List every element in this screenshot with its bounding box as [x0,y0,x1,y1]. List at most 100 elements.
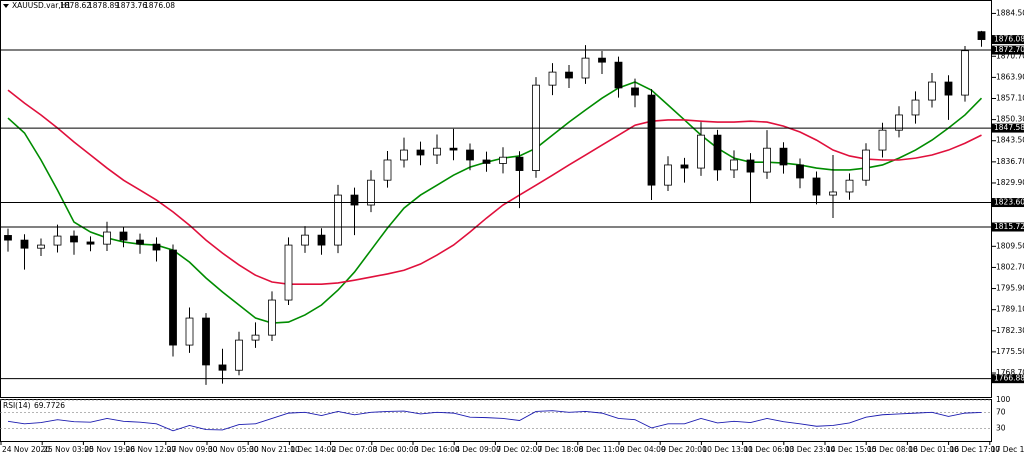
candle-body [779,147,788,166]
candle-body [862,149,870,181]
ohlc-close: 1876.08 [144,1,175,10]
candle-body [697,134,705,169]
candle-body [647,94,656,186]
y-tick-label: 1843.50 [996,136,1024,145]
main-panel [0,0,992,398]
candle-body [301,234,309,246]
y-tick-label: 1850.30 [996,115,1024,124]
candle-body [631,87,639,96]
level-label-bg [992,123,1024,133]
ohlc-open: 1878.62 [60,1,91,10]
candle-body [730,159,738,171]
candle-body [565,71,573,79]
x-tick-label: 24 Nov 2020 [2,445,50,454]
candle-body [713,134,722,171]
candle-body [37,244,45,249]
candle-body [383,159,392,181]
candle-body [598,57,606,63]
candle-body [680,164,689,169]
candle-body [103,231,111,245]
x-tick-label: 11 Dec 06:00 [744,445,795,454]
y-tick-label: 1775.50 [996,347,1024,356]
y-tick-label: 1795.90 [996,284,1024,293]
candle-body [449,147,458,151]
y-tick-label: 1884.50 [996,8,1024,17]
x-tick-label: 8 Dec 11:00 [579,445,625,454]
y-tick-label: 1857.10 [996,94,1024,103]
candle-body [895,114,903,131]
candle-body [284,244,293,301]
candle-body [86,241,95,245]
x-tick-label: 16 Dec 01:00 [908,445,959,454]
candle-body [482,159,491,164]
candle-body [152,243,161,251]
rsi-tick-label: 30 [996,424,1006,433]
symbol: XAUUSD.var,H1 [12,1,71,10]
x-tick-label: 7 Dec 02:00 [496,445,542,454]
x-tick-label: 3 Dec 00:00 [373,445,419,454]
candle-body [251,334,260,341]
moving-average [7,89,982,286]
candle-body [961,50,969,96]
x-tick-label: 1 Dec 14:00 [290,445,336,454]
candle-body [218,364,227,371]
y-tick-label: 1782.30 [996,326,1024,335]
x-tick-label: 16 Dec 17:00 [950,445,1001,454]
x-tick-label: 9 Dec 04:00 [620,445,666,454]
candle-body [829,191,837,196]
candle-body [367,179,375,206]
menu-arrow[interactable] [3,4,9,8]
candle-body [202,317,210,366]
candle-body [548,71,557,86]
candle-body [70,235,78,243]
ohlc-low: 1873.76 [116,1,147,10]
candle-body [845,179,854,193]
x-tick-label: 26 Nov 12:00 [126,445,177,454]
rsi-tick-label: 100 [996,395,1011,404]
candle-body [433,147,441,156]
candle-body [4,235,12,241]
y-tick-label: 1809.50 [996,241,1024,250]
candle-body [466,149,474,161]
x-tick-label: 7 Dec 18:00 [538,445,584,454]
y-tick-label: 1802.70 [996,262,1024,271]
candle-body [581,57,590,79]
candle-body [400,149,408,161]
level-label: 1766.88 [994,374,1024,383]
candle-body [499,156,507,164]
x-tick-label: 30 Nov 05:00 [208,445,259,454]
ohlc-high: 1878.89 [88,1,119,10]
price-label-bg [992,35,1024,45]
level-label: 1823.60 [994,198,1024,207]
x-tick-label: 10 Dec 13:00 [702,445,753,454]
candle-body [928,81,936,101]
level-label-bg [992,198,1024,208]
x-tick-label: 3 Dec 16:00 [414,445,460,454]
candle-body [911,99,920,116]
candle-body [53,235,62,246]
x-tick-label: 2 Dec 07:00 [332,445,378,454]
rsi-label: RSI(14) [3,401,31,410]
candle-body [268,299,276,336]
level-label: 1847.58 [994,123,1024,132]
x-tick-label: 4 Dec 09:00 [455,445,501,454]
y-tick-label: 1789.10 [996,305,1024,314]
rsi-tick-label: 70 [996,407,1006,416]
candle-body [350,194,359,206]
candle-body [416,149,425,156]
candle-body [944,81,953,96]
rsi-panel [0,399,992,442]
y-tick-label: 1768.70 [996,368,1024,377]
moving-average [7,81,983,324]
x-tick-label: 30 Nov 21:00 [249,445,300,454]
y-tick-label: 1870.70 [996,51,1024,60]
y-tick-label: 1836.70 [996,157,1024,166]
candle-body [317,234,326,246]
candle-body [614,61,623,89]
candle-body [878,129,887,151]
y-tick-label: 1829.90 [996,178,1024,187]
candle-body [812,177,821,196]
rsi-line [7,410,982,432]
x-tick-label: 13 Dec 23:00 [785,445,836,454]
price-label: 1876.08 [994,35,1024,44]
